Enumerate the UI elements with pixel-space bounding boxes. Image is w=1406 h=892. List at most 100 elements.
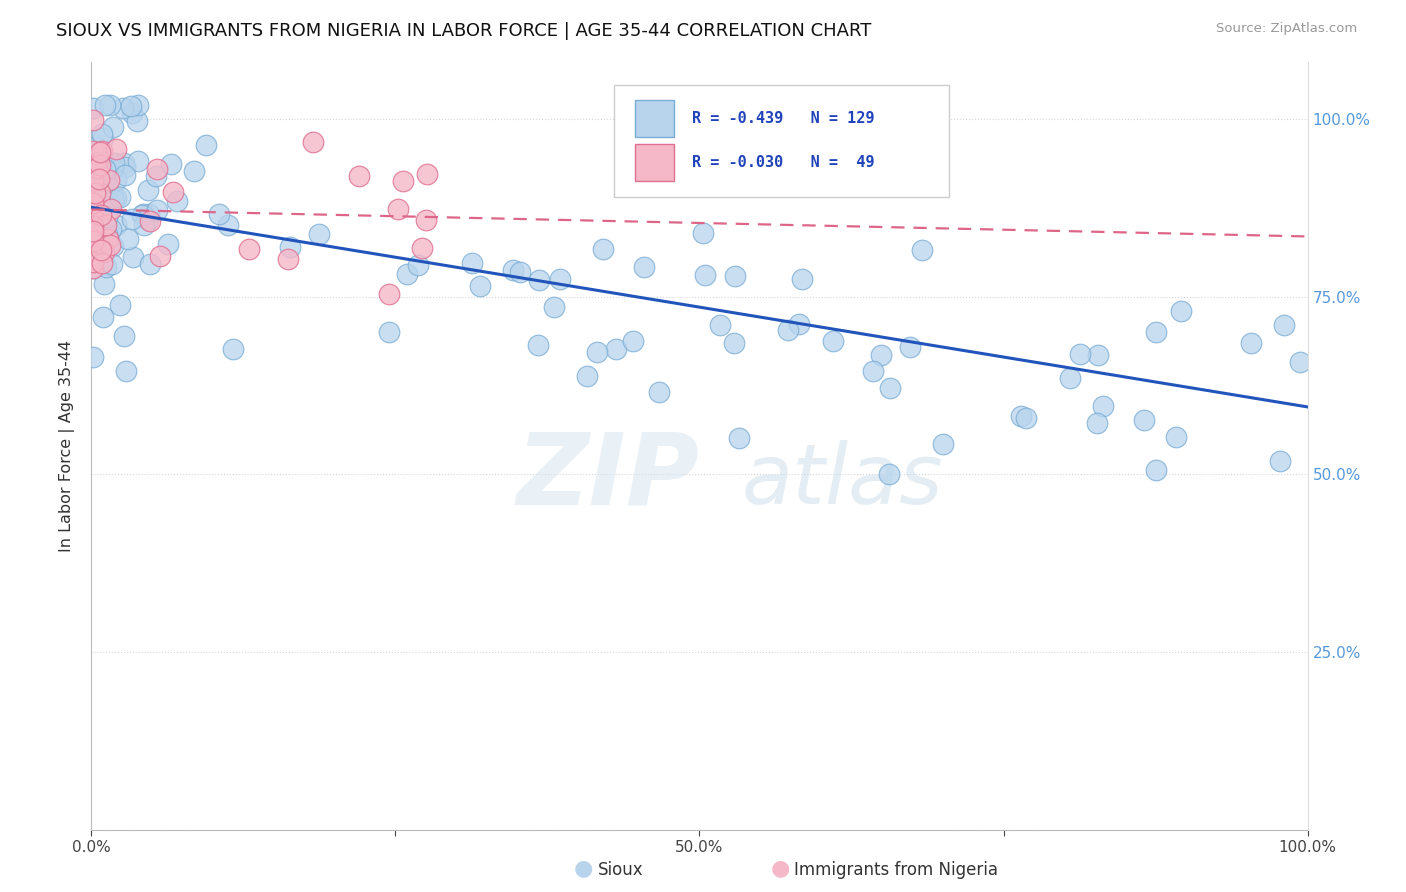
Point xyxy=(82,243,104,257)
Point xyxy=(1288,354,1310,368)
Point xyxy=(82,202,104,217)
Text: ●: ● xyxy=(770,859,790,879)
Point xyxy=(89,145,111,159)
Text: SIOUX VS IMMIGRANTS FROM NIGERIA IN LABOR FORCE | AGE 35-44 CORRELATION CHART: SIOUX VS IMMIGRANTS FROM NIGERIA IN LABO… xyxy=(56,22,872,40)
Text: ZIP: ZIP xyxy=(517,428,700,525)
Point xyxy=(82,195,104,210)
Point xyxy=(93,277,115,292)
Point xyxy=(83,243,105,257)
Point xyxy=(98,98,121,112)
Point xyxy=(162,185,184,199)
Point xyxy=(127,98,149,112)
Point xyxy=(82,227,104,242)
Point xyxy=(90,243,112,257)
Point xyxy=(194,138,217,153)
Point xyxy=(146,161,169,176)
Point xyxy=(406,258,429,272)
Point xyxy=(217,218,239,232)
Point xyxy=(870,348,893,362)
Point xyxy=(792,272,814,286)
Point xyxy=(502,263,524,277)
Point xyxy=(136,212,159,227)
Point xyxy=(98,238,121,252)
Point xyxy=(91,193,114,207)
Point xyxy=(97,167,120,181)
Point xyxy=(509,265,531,279)
Text: R = -0.030   N =  49: R = -0.030 N = 49 xyxy=(692,154,875,169)
Point xyxy=(82,260,104,275)
Point xyxy=(879,381,901,395)
Text: Source: ZipAtlas.com: Source: ZipAtlas.com xyxy=(1216,22,1357,36)
Point xyxy=(87,222,110,236)
Point xyxy=(1164,430,1187,444)
Point xyxy=(821,334,844,349)
Point xyxy=(160,157,183,171)
Point xyxy=(82,113,104,128)
Point xyxy=(91,151,114,165)
Point xyxy=(396,267,419,281)
Point xyxy=(87,203,110,218)
Point xyxy=(633,260,655,275)
Point xyxy=(117,232,139,246)
Point xyxy=(301,135,323,149)
Point xyxy=(104,173,127,187)
Point xyxy=(82,261,104,276)
Point xyxy=(605,343,627,357)
Point xyxy=(94,218,117,232)
Text: Immigrants from Nigeria: Immigrants from Nigeria xyxy=(794,861,998,879)
Point xyxy=(387,202,409,216)
Point xyxy=(693,268,716,282)
Point xyxy=(415,213,437,227)
Point xyxy=(91,256,114,270)
Point xyxy=(103,120,125,134)
Point xyxy=(862,364,884,378)
Point xyxy=(278,240,301,254)
Point xyxy=(100,202,122,217)
Point xyxy=(1085,416,1108,430)
Point xyxy=(82,247,104,261)
Point xyxy=(308,227,330,242)
Point xyxy=(709,318,731,332)
Point xyxy=(548,272,571,286)
Point xyxy=(787,317,810,331)
Point xyxy=(90,212,112,227)
Point xyxy=(238,242,260,256)
Point xyxy=(87,145,110,160)
Point xyxy=(1240,335,1263,350)
Point xyxy=(87,172,110,186)
Point xyxy=(114,161,136,175)
Point xyxy=(96,210,118,224)
Point xyxy=(82,204,104,219)
Point xyxy=(529,272,551,286)
Point xyxy=(93,98,115,112)
Point xyxy=(647,384,669,399)
Point xyxy=(461,255,484,269)
Point xyxy=(122,250,145,264)
Point xyxy=(105,218,128,232)
Point xyxy=(83,186,105,201)
Point xyxy=(932,436,955,450)
Point xyxy=(149,248,172,262)
Point xyxy=(911,243,934,257)
Point xyxy=(87,158,110,172)
Point xyxy=(131,209,153,223)
Point xyxy=(1144,463,1167,477)
Point xyxy=(1010,409,1032,423)
Point xyxy=(1268,454,1291,468)
Point xyxy=(110,298,132,312)
Bar xyxy=(636,144,673,180)
Point xyxy=(1144,326,1167,340)
Point xyxy=(82,350,104,364)
Point xyxy=(585,345,607,359)
Point xyxy=(1059,370,1081,384)
Point xyxy=(82,196,104,211)
Point xyxy=(91,310,114,324)
Point xyxy=(82,254,104,268)
Point xyxy=(1170,304,1192,318)
Point xyxy=(468,279,491,293)
Point xyxy=(145,169,167,184)
Point xyxy=(377,325,399,339)
Point xyxy=(125,114,148,128)
Point xyxy=(82,235,104,249)
Point xyxy=(723,335,745,350)
